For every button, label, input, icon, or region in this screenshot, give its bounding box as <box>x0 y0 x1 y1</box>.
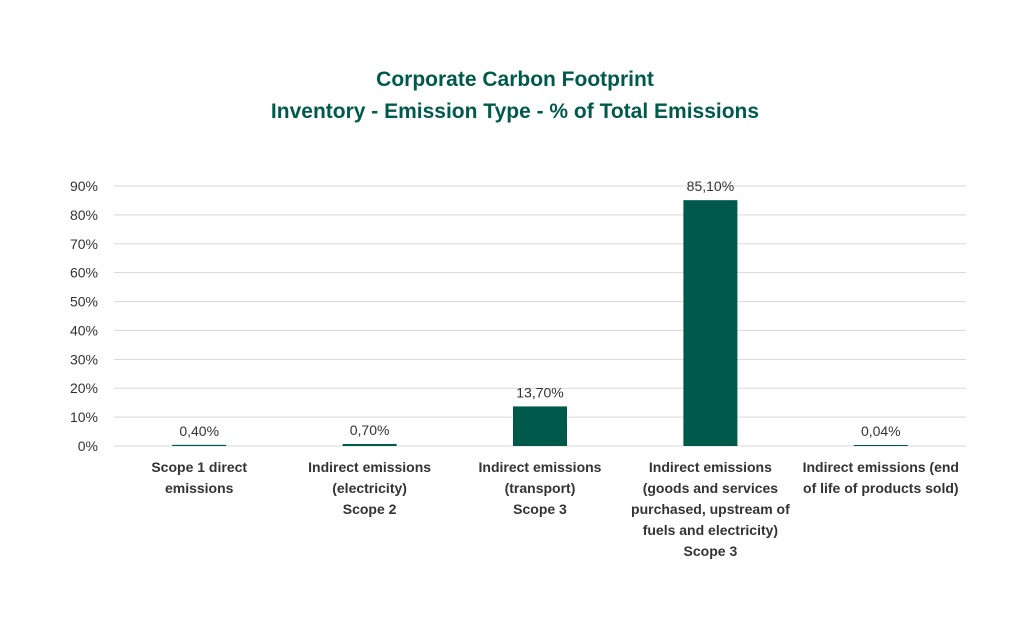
bar <box>513 406 567 446</box>
x-tick-label: Indirect emissions <box>308 459 431 475</box>
x-tick-label: (goods and services <box>643 480 779 496</box>
y-axis: 0% 10% 20% 30% 40% 50% 60% 70% 80% 90% <box>70 178 98 454</box>
data-labels: 0,40% 0,70% 13,70% 85,10% 0,04% <box>179 178 900 439</box>
chart-title-line-1: Corporate Carbon Footprint <box>376 68 654 91</box>
x-tick-label: Scope 1 direct <box>151 459 247 475</box>
x-tick-label: (transport) <box>505 480 576 496</box>
bars <box>172 200 908 446</box>
x-tick-label: Indirect emissions (end <box>803 459 959 475</box>
data-label: 85,10% <box>687 178 734 194</box>
x-tick-label: Scope 3 <box>684 543 738 559</box>
x-tick-label: (electricity) <box>332 480 407 496</box>
data-label: 13,70% <box>516 384 563 400</box>
x-tick-label: Indirect emissions <box>479 459 602 475</box>
data-label: 0,04% <box>861 423 901 439</box>
data-label: 0,70% <box>350 422 390 438</box>
bar <box>342 443 397 446</box>
x-tick-label: Scope 2 <box>343 501 397 517</box>
x-tick-label: purchased, upstream of <box>631 501 790 517</box>
chart-title: Corporate Carbon Footprint Inventory - E… <box>271 68 759 123</box>
y-tick-label: 50% <box>70 294 98 310</box>
y-tick-label: 0% <box>78 438 98 454</box>
y-tick-label: 80% <box>70 207 98 223</box>
x-tick-label: Indirect emissions <box>649 459 772 475</box>
y-tick-label: 90% <box>70 178 98 194</box>
y-tick-label: 20% <box>70 380 98 396</box>
x-tick-label: emissions <box>165 480 234 496</box>
x-tick-label: Scope 3 <box>513 501 567 517</box>
y-tick-label: 60% <box>70 265 98 281</box>
bar <box>172 444 227 446</box>
bar <box>853 445 908 446</box>
bar <box>683 200 738 446</box>
gridlines <box>114 185 966 447</box>
y-tick-label: 30% <box>70 351 98 367</box>
y-tick-label: 10% <box>70 409 98 425</box>
x-tick-label: fuels and electricity) <box>643 522 778 538</box>
y-tick-label: 40% <box>70 322 98 338</box>
chart-title-line-2: Inventory - Emission Type - % of Total E… <box>271 100 759 123</box>
y-tick-label: 70% <box>70 236 98 252</box>
x-tick-label: of life of products sold) <box>803 480 959 496</box>
x-axis-categories: Scope 1 direct emissions Indirect emission… <box>151 459 959 559</box>
data-label: 0,40% <box>179 423 219 439</box>
